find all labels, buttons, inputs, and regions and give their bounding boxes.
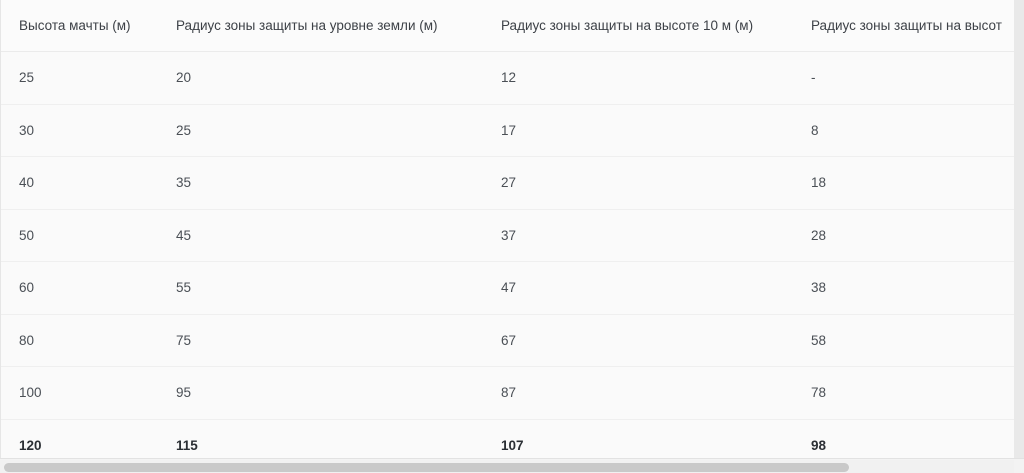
cell-radius-10m: 37 [501,209,811,262]
table-row: 80 75 67 58 [1,314,1014,367]
cell-mast-height: 30 [1,104,176,157]
cell-mast-height: 25 [1,51,176,105]
cell-mast-height: 100 [1,366,176,420]
cell-radius-20m: 78 [811,366,1014,420]
cell-radius-20m: 58 [811,314,1014,367]
protection-zone-table: Высота мачты (м) Радиус зоны защиты на у… [1,0,1014,458]
cell-radius-ground: 45 [176,209,501,262]
cell-radius-20m: - [811,51,1014,105]
table-body: 25 20 12 - 30 25 17 8 40 35 27 18 50 45 … [1,51,1014,458]
cell-radius-10m: 67 [501,314,811,367]
table-row: 60 55 47 38 [1,261,1014,315]
cell-radius-20m: 18 [811,156,1014,210]
right-gutter [1014,0,1024,458]
cell-radius-10m: 87 [501,366,811,420]
table-row: 50 45 37 28 [1,209,1014,262]
scrollbar-track[interactable] [0,460,1014,473]
cell-radius-10m: 107 [501,418,811,458]
cell-mast-height: 50 [1,209,176,262]
cell-mast-height: 80 [1,314,176,367]
column-header-radius-ground[interactable]: Радиус зоны защиты на уровне земли (м) [176,0,501,52]
cell-radius-ground: 35 [176,156,501,210]
cell-radius-20m: 28 [811,209,1014,262]
table-header: Высота мачты (м) Радиус зоны защиты на у… [1,0,1014,52]
cell-radius-ground: 75 [176,314,501,367]
cell-radius-20m: 8 [811,104,1014,157]
cell-mast-height: 60 [1,261,176,315]
table-row: 40 35 27 18 [1,156,1014,210]
cell-radius-10m: 47 [501,261,811,315]
table-header-row: Высота мачты (м) Радиус зоны защиты на у… [1,0,1014,52]
scrollbar-thumb[interactable] [4,463,849,472]
cell-radius-ground: 25 [176,104,501,157]
table-row: 25 20 12 - [1,51,1014,105]
table-row-total: 120 115 107 98 [1,418,1014,458]
table-row: 100 95 87 78 [1,366,1014,420]
cell-radius-ground: 55 [176,261,501,315]
cell-radius-10m: 27 [501,156,811,210]
column-header-radius-10m[interactable]: Радиус зоны защиты на высоте 10 м (м) [501,0,811,52]
cell-radius-ground: 20 [176,51,501,105]
cell-radius-10m: 17 [501,104,811,157]
table-row: 30 25 17 8 [1,104,1014,157]
column-header-radius-20m[interactable]: Радиус зоны защиты на высот [811,0,1014,52]
cell-radius-20m: 38 [811,261,1014,315]
cell-mast-height: 120 [1,418,176,458]
cell-radius-10m: 12 [501,51,811,105]
table-scroll-viewport[interactable]: Высота мачты (м) Радиус зоны защиты на у… [0,0,1014,458]
cell-mast-height: 40 [1,156,176,210]
column-header-mast-height[interactable]: Высота мачты (м) [1,0,176,52]
cell-radius-20m: 98 [811,418,1014,458]
horizontal-scrollbar[interactable] [0,458,1024,473]
cell-radius-ground: 115 [176,418,501,458]
cell-radius-ground: 95 [176,366,501,420]
